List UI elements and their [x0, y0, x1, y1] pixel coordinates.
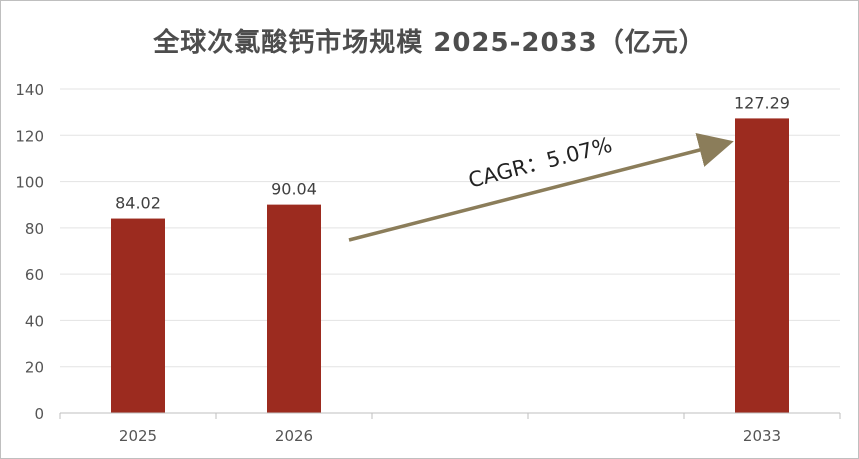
y-tick-label: 140	[15, 81, 44, 99]
data-label-2033: 127.29	[734, 93, 790, 112]
y-tick-label: 100	[15, 174, 44, 192]
data-label-2026: 90.04	[271, 180, 317, 199]
cagr-label: CAGR：5.07%	[466, 133, 615, 193]
y-tick-label: 120	[15, 127, 44, 145]
cagr-arrow	[348, 133, 734, 242]
bar-2025	[111, 218, 165, 413]
y-tick-label: 0	[34, 405, 44, 423]
y-tick-label: 60	[25, 266, 44, 284]
y-tick-label: 40	[25, 312, 44, 330]
x-tick-label-2033: 2033	[743, 427, 781, 445]
y-tick-label: 20	[25, 359, 44, 377]
chart-title: 全球次氯酸钙市场规模 2025-2033（亿元）	[153, 28, 706, 58]
x-tick-label-2026: 2026	[275, 427, 313, 445]
y-tick-label: 80	[25, 220, 44, 238]
data-label-2025: 84.02	[115, 194, 161, 213]
bar-2026	[267, 204, 321, 413]
bar-2033	[735, 118, 789, 413]
x-tick-label-2025: 2025	[119, 427, 157, 445]
